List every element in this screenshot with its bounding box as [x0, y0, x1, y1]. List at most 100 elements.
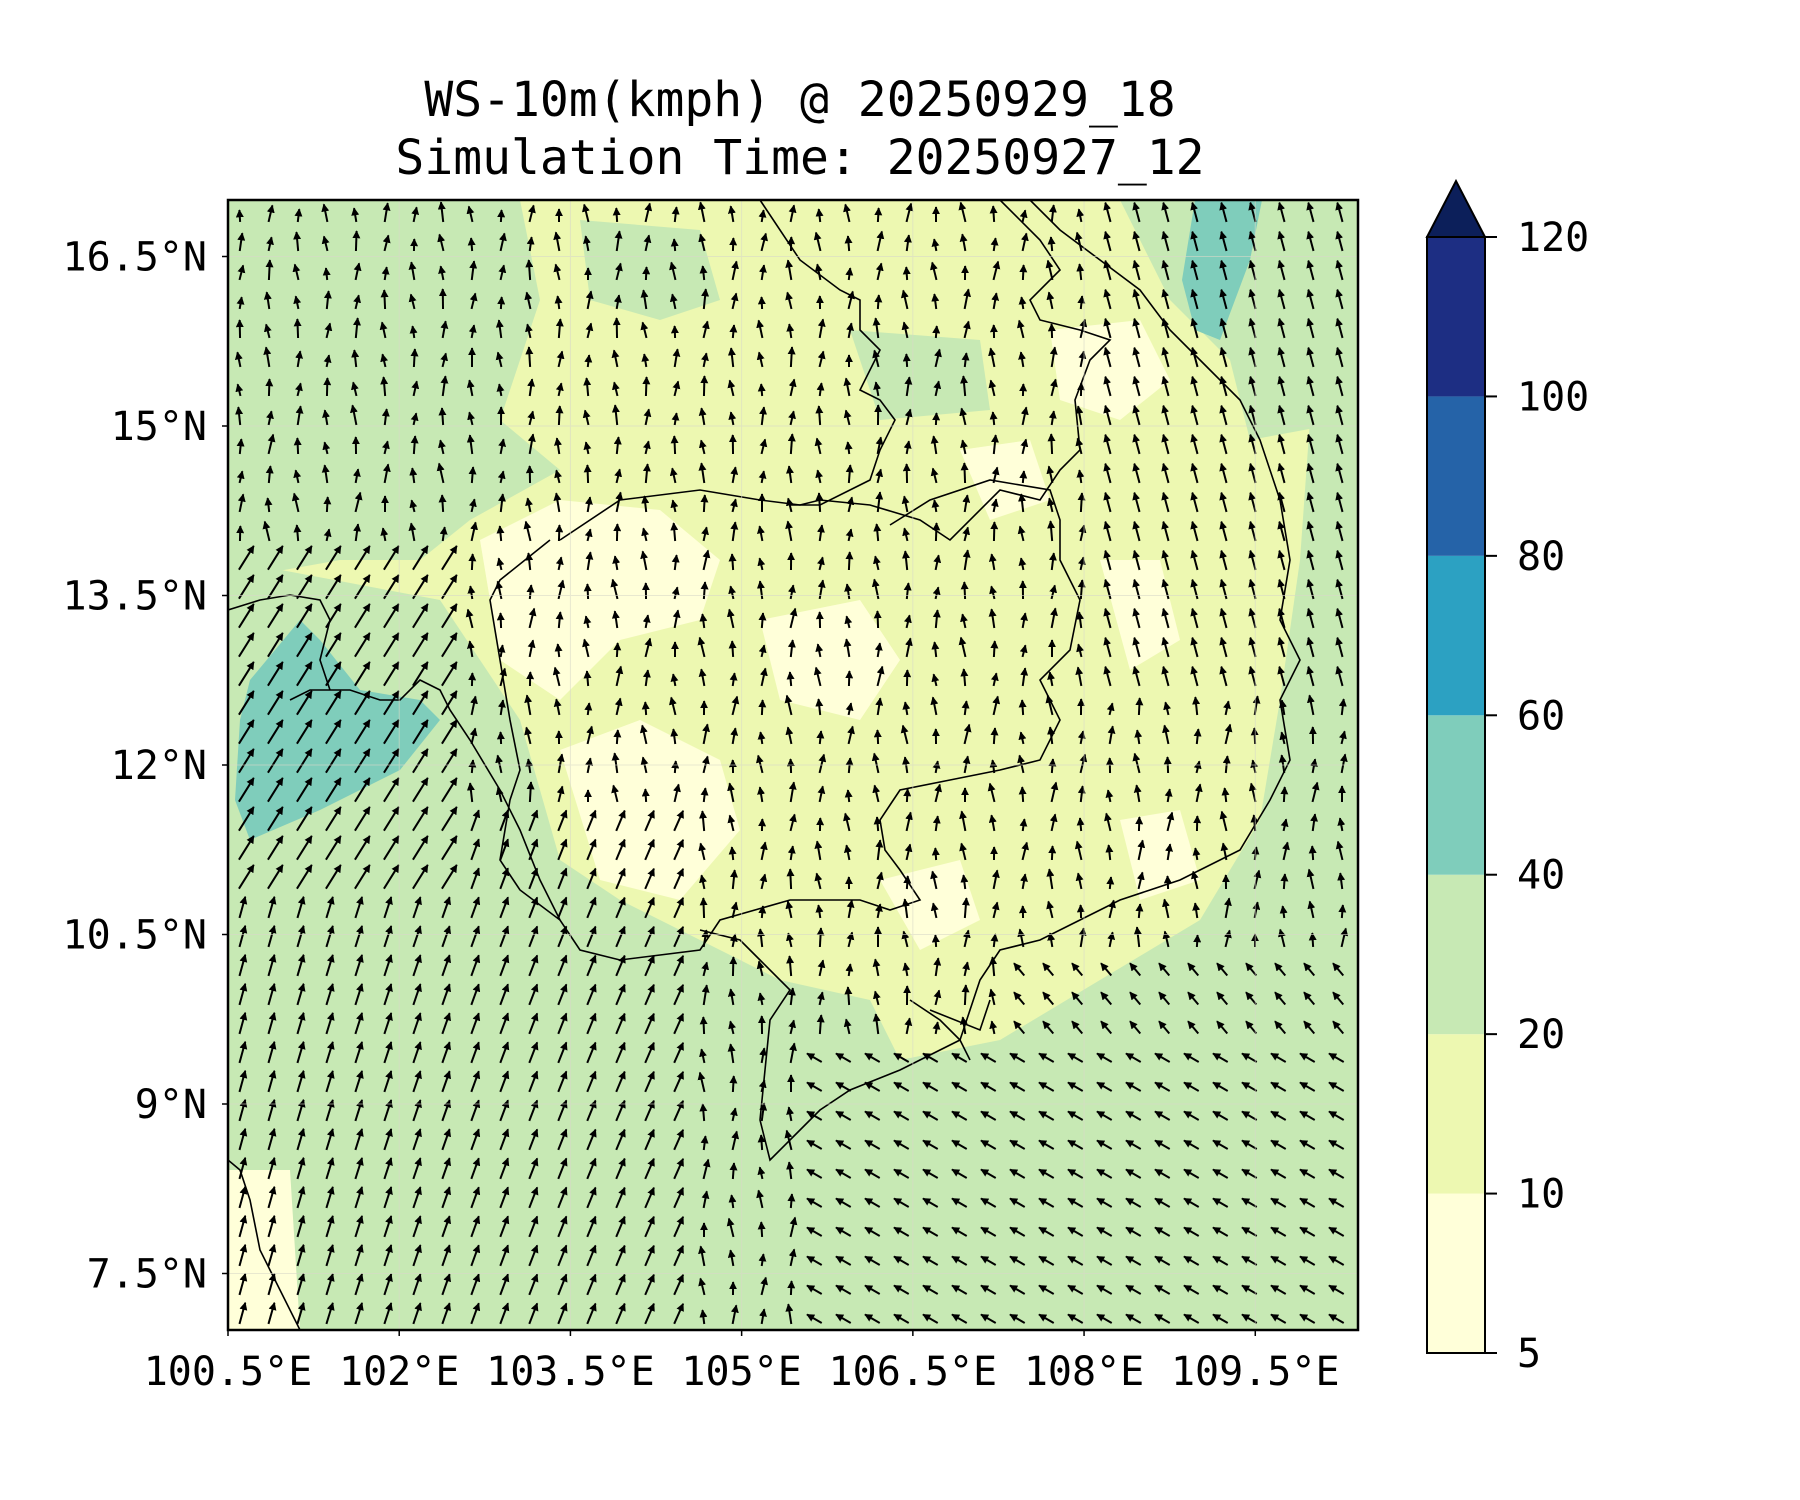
wind-arrow	[292, 263, 301, 281]
wind-arrow	[786, 932, 794, 948]
wind-arrow	[267, 719, 284, 745]
wind-arrow	[582, 638, 590, 658]
colorbar-segment	[1427, 555, 1485, 716]
lat-tick-label: 16.5°N	[63, 235, 208, 281]
colorbar-segment	[1427, 715, 1485, 875]
wind-arrow	[1219, 549, 1228, 571]
wind-arrow	[441, 719, 458, 745]
wind-arrow	[1335, 636, 1344, 658]
wind-arrow	[1335, 520, 1344, 542]
wind-arrow	[843, 203, 851, 223]
wind-arrow	[931, 934, 940, 948]
wind-arrow	[873, 555, 881, 571]
wind-arrow	[353, 317, 361, 339]
wind-arrow	[1017, 525, 1026, 542]
colorbar-tick-label: 5	[1517, 1331, 1541, 1377]
wind-arrow	[1103, 230, 1112, 252]
wind-arrow	[1190, 549, 1199, 571]
colorbar-extend-arrow	[1425, 178, 1487, 238]
wind-arrow	[498, 493, 506, 513]
wind-arrow	[556, 785, 565, 803]
wind-arrow	[816, 730, 825, 745]
wind-arrow	[291, 492, 300, 513]
wind-arrow	[814, 437, 823, 455]
wind-arrow	[266, 204, 275, 223]
wind-arrow	[1048, 204, 1057, 223]
wind-arrow	[1132, 607, 1141, 629]
wind-arrow	[1105, 844, 1114, 861]
wind-arrow	[1192, 847, 1201, 861]
wind-arrow	[613, 436, 622, 455]
wind-arrow	[844, 583, 853, 600]
wind-arrow	[759, 406, 768, 426]
wind-arrow	[235, 383, 244, 397]
wind-arrow	[354, 896, 364, 919]
wind-arrow	[1219, 810, 1228, 832]
wind-arrow	[1221, 787, 1230, 803]
wind-arrow	[235, 209, 244, 223]
wind-arrow	[701, 929, 710, 948]
wind-arrow	[817, 785, 826, 803]
wind-arrow	[1306, 607, 1315, 629]
wind-arrow	[296, 864, 313, 890]
wind-arrow	[436, 462, 445, 484]
wind-arrow	[871, 752, 880, 774]
lat-tick-label: 12°N	[111, 743, 207, 789]
wind-arrow	[584, 702, 593, 716]
wind-arrow	[555, 405, 564, 426]
wind-arrow	[729, 324, 738, 339]
wind-arrow	[296, 632, 313, 658]
wind-arrow	[730, 901, 739, 919]
wind-arrow	[730, 498, 738, 513]
wind-arrow	[731, 260, 739, 281]
wind-arrow	[499, 667, 508, 687]
wind-arrow	[670, 728, 679, 745]
wind-arrow	[1306, 520, 1315, 542]
wind-arrow	[1190, 462, 1199, 484]
wind-arrow	[872, 958, 881, 977]
wind-arrow	[787, 1280, 796, 1296]
wind-arrow	[1049, 346, 1058, 368]
lon-tick-label: 109.5°E	[1171, 1349, 1340, 1395]
wind-arrow	[584, 496, 593, 513]
wind-arrow	[1248, 520, 1257, 542]
wind-arrow	[1248, 404, 1257, 426]
wind-arrow	[611, 784, 620, 803]
wind-arrow	[1219, 665, 1228, 687]
wind-arrow	[295, 405, 304, 426]
wind-arrow	[1108, 899, 1116, 919]
wind-arrow	[1020, 406, 1029, 426]
wind-arrow	[698, 439, 707, 455]
wind-arrow	[1306, 636, 1315, 658]
wind-arrow	[669, 261, 677, 281]
wind-arrow	[1306, 491, 1315, 513]
wind-arrow	[468, 498, 477, 513]
wind-arrow	[1047, 932, 1056, 948]
wind-arrow	[758, 470, 767, 484]
wind-arrow	[1132, 433, 1141, 455]
wind-arrow	[466, 782, 475, 803]
lon-tick-label: 108°E	[1024, 1349, 1144, 1395]
wind-arrow	[613, 729, 622, 745]
wind-arrow	[554, 643, 563, 658]
wind-arrow	[237, 264, 246, 281]
wind-arrow	[1219, 375, 1228, 397]
wind-arrow	[1074, 840, 1083, 861]
wind-arrow	[1161, 259, 1170, 281]
wind-arrow	[846, 322, 855, 339]
wind-arrow	[816, 382, 825, 397]
wind-arrow	[264, 497, 273, 513]
wind-arrow	[817, 959, 826, 977]
wind-arrow	[1132, 752, 1141, 774]
wind-arrow	[586, 867, 597, 890]
wind-arrow	[238, 748, 255, 774]
wind-arrow	[960, 581, 969, 600]
wind-arrow	[1132, 346, 1141, 368]
wind-arrow	[441, 896, 452, 919]
wind-arrow	[1277, 317, 1286, 339]
wind-arrow	[813, 666, 822, 687]
wind-arrow	[990, 237, 999, 252]
wind-arrow	[1193, 728, 1202, 745]
wind-arrow	[1190, 636, 1199, 658]
wind-arrow	[354, 748, 371, 774]
